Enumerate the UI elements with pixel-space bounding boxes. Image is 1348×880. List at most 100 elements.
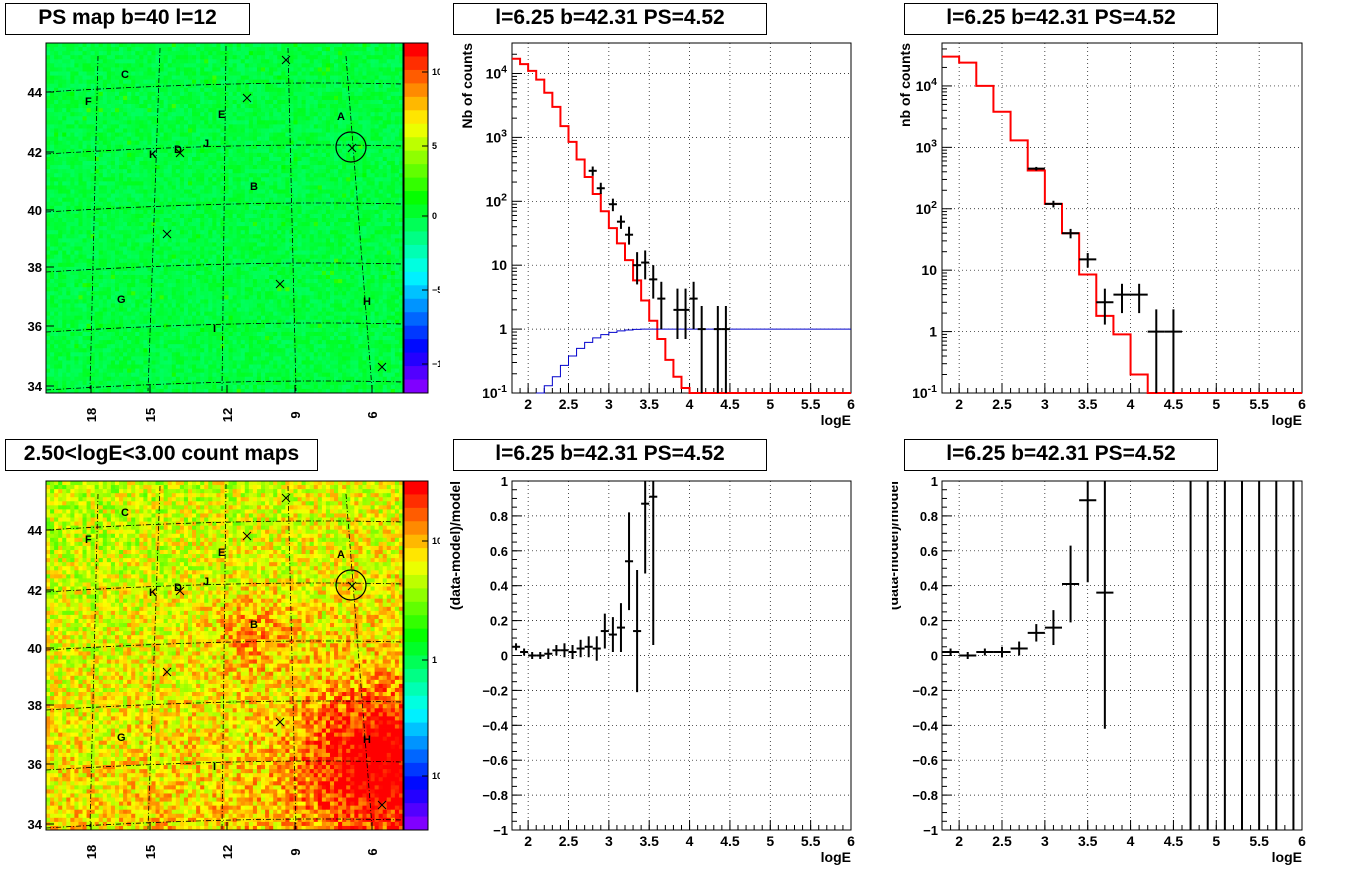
map-cell bbox=[240, 140, 246, 146]
map-cell bbox=[228, 87, 234, 93]
map-cell bbox=[297, 165, 302, 170]
map-cell bbox=[62, 63, 67, 68]
map-cell bbox=[86, 234, 92, 239]
map-cell bbox=[102, 75, 108, 81]
map-cell bbox=[127, 152, 132, 158]
map-cell bbox=[317, 91, 323, 97]
map-cell bbox=[50, 132, 55, 138]
map-cell bbox=[163, 112, 169, 117]
map-cell bbox=[54, 79, 59, 85]
map-cell bbox=[386, 112, 392, 117]
map-cell bbox=[82, 112, 87, 117]
map-cell bbox=[244, 218, 250, 223]
map-cell bbox=[123, 242, 128, 247]
map-cell bbox=[334, 165, 339, 170]
map-cell bbox=[135, 83, 140, 89]
map-cell bbox=[252, 59, 258, 64]
map-cell bbox=[277, 185, 282, 190]
map-cell bbox=[321, 43, 327, 48]
map-cell bbox=[74, 201, 79, 207]
map-cell bbox=[143, 165, 148, 170]
map-cell bbox=[62, 270, 67, 276]
map-cell bbox=[200, 148, 205, 154]
map-cell bbox=[46, 169, 51, 174]
map-cell bbox=[232, 156, 238, 162]
map-cell bbox=[200, 213, 205, 219]
map-cell bbox=[62, 136, 67, 142]
map-cell bbox=[46, 75, 51, 81]
map-cell bbox=[192, 136, 197, 142]
map-cell bbox=[151, 201, 156, 207]
map-cell bbox=[301, 55, 307, 60]
map-cell bbox=[78, 132, 83, 138]
map-cell bbox=[208, 112, 213, 117]
map-cell bbox=[155, 148, 160, 154]
map-cell bbox=[378, 59, 384, 64]
map-cell bbox=[98, 242, 104, 247]
map-cell bbox=[293, 132, 298, 138]
map-cell bbox=[273, 201, 278, 207]
map-cell bbox=[50, 246, 55, 251]
map-cell bbox=[374, 185, 380, 190]
map-cell bbox=[317, 59, 323, 64]
map-cell bbox=[110, 108, 116, 113]
map-cell bbox=[183, 95, 189, 101]
map-cell bbox=[86, 185, 92, 190]
map-cell bbox=[281, 181, 286, 186]
map-cell bbox=[382, 43, 388, 48]
map-cell bbox=[131, 209, 136, 215]
map-cell bbox=[386, 156, 392, 162]
map-cell bbox=[106, 59, 112, 64]
map-cell bbox=[358, 79, 363, 85]
map-cell bbox=[58, 230, 63, 235]
map-cell bbox=[163, 246, 169, 251]
map-cell bbox=[297, 258, 302, 264]
map-cell bbox=[378, 254, 384, 260]
map-cell bbox=[200, 116, 205, 121]
map-cell bbox=[325, 91, 331, 97]
map-cell bbox=[261, 169, 266, 174]
map-cell bbox=[281, 258, 286, 264]
map-cell bbox=[236, 51, 242, 56]
map-cell bbox=[386, 63, 392, 68]
map-cell bbox=[106, 63, 112, 68]
map-cell bbox=[163, 189, 169, 194]
map-cell bbox=[277, 181, 282, 186]
map-cell bbox=[70, 116, 75, 121]
map-cell bbox=[390, 242, 396, 247]
map-cell bbox=[86, 181, 92, 186]
map-cell bbox=[378, 104, 384, 109]
map-cell bbox=[54, 152, 59, 158]
map-cell bbox=[236, 144, 242, 150]
map-cell bbox=[228, 104, 234, 109]
map-cell bbox=[342, 189, 347, 194]
map-cell bbox=[261, 230, 266, 235]
map-cell bbox=[321, 238, 327, 243]
map-cell bbox=[338, 132, 343, 138]
map-cell bbox=[366, 169, 371, 174]
map-cell bbox=[244, 258, 250, 264]
map-cell bbox=[82, 71, 87, 76]
map-cell bbox=[90, 55, 96, 60]
map-cell bbox=[183, 83, 189, 89]
map-cell bbox=[317, 104, 323, 109]
map-cell bbox=[325, 266, 331, 272]
map-cell bbox=[139, 71, 144, 76]
map-cell bbox=[159, 262, 165, 268]
map-cell bbox=[232, 112, 238, 117]
map-cell bbox=[216, 213, 221, 219]
map-cell bbox=[163, 148, 169, 154]
map-cell bbox=[204, 238, 209, 243]
map-cell bbox=[370, 152, 376, 158]
map-cell bbox=[265, 79, 270, 85]
map-cell bbox=[398, 177, 404, 182]
map-cell bbox=[265, 95, 270, 101]
map-cell bbox=[50, 112, 55, 117]
map-cell bbox=[293, 144, 298, 150]
map-cell bbox=[366, 75, 371, 81]
map-cell bbox=[342, 59, 347, 64]
map-cell bbox=[269, 234, 274, 239]
map-cell bbox=[220, 108, 225, 113]
map-cell bbox=[102, 189, 108, 194]
map-cell bbox=[114, 201, 120, 207]
